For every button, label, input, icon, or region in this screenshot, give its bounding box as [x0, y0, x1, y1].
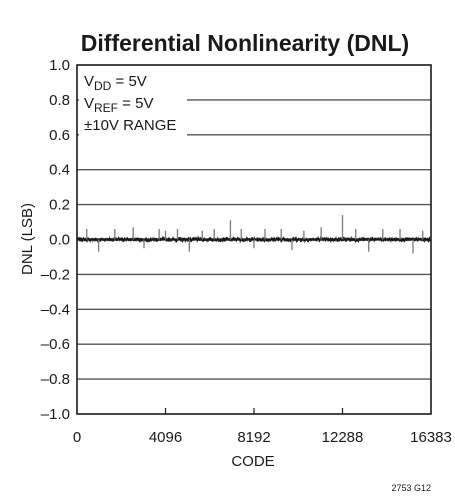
x-axis-label: CODE: [231, 453, 274, 470]
y-tick-label: 1.0: [49, 57, 70, 74]
y-tick-label: 0.8: [49, 92, 70, 109]
y-tick-label: –0.4: [41, 301, 70, 318]
test-conditions: VDD = 5V VREF = 5V ±10V RANGE: [84, 73, 176, 134]
y-tick-label: 0.4: [49, 162, 70, 179]
y-tick-label: 0.6: [49, 127, 70, 144]
figure-code: 2753 G12: [391, 483, 431, 493]
y-tick-label: –1.0: [41, 406, 70, 423]
x-tick-labels: 0 4096 8192 12288 16383: [73, 408, 452, 446]
condition-range: ±10V RANGE: [84, 117, 176, 134]
x-tick-label: 0: [73, 429, 81, 446]
x-tick-label: 4096: [149, 429, 182, 446]
y-tick-label: –0.6: [41, 336, 70, 353]
chart-title: Differential Nonlinearity (DNL): [81, 30, 409, 56]
y-tick-label: –0.2: [41, 266, 70, 283]
y-tick-labels: –1.0 –0.8 –0.6 –0.4 –0.2 0.0 0.2 0.4 0.6 0.8 1.0: [41, 57, 70, 423]
y-tick-label: 0.0: [49, 232, 70, 249]
y-tick-label: 0.2: [49, 197, 70, 214]
y-axis-label: DNL (LSB): [19, 203, 36, 275]
dnl-trace: [76, 215, 431, 254]
x-tick-label: 16383: [410, 429, 452, 446]
y-tick-label: –0.8: [41, 371, 70, 388]
condition-vref: VREF = 5V: [84, 95, 153, 115]
conditions-background: [79, 67, 187, 137]
condition-vdd: VDD = 5V: [84, 73, 147, 93]
x-tick-label: 12288: [322, 429, 364, 446]
x-tick-label: 8192: [237, 429, 270, 446]
